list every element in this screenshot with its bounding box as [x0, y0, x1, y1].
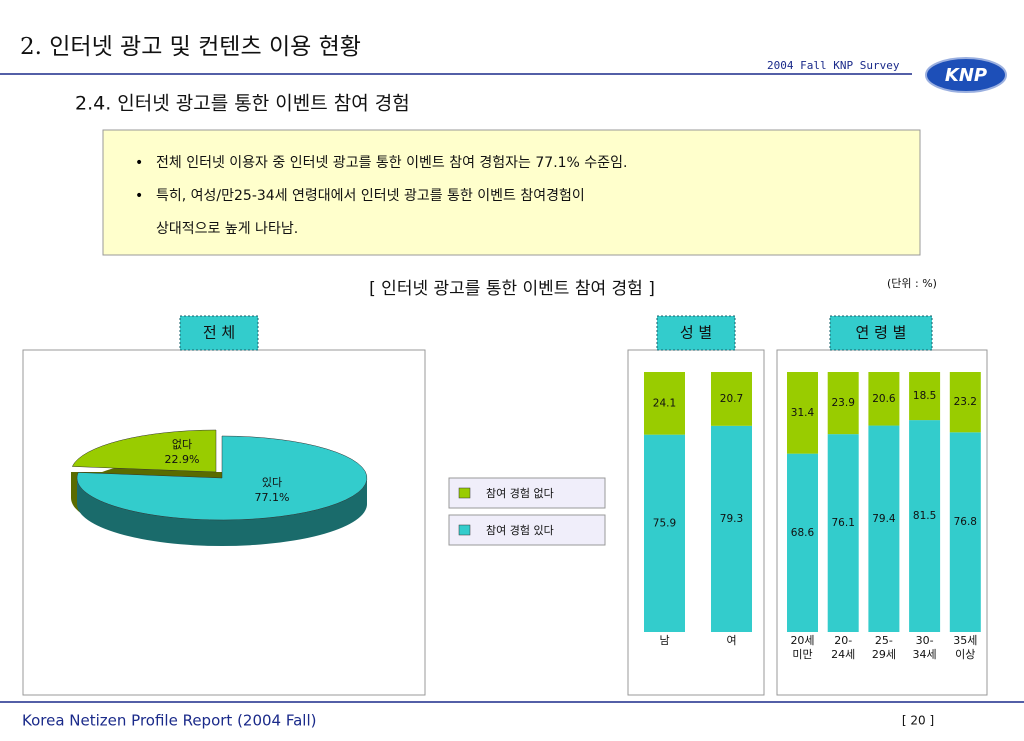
- chart-heading: [ 인터넷 광고를 통한 이벤트 참여 경험 ]: [369, 279, 655, 299]
- x-tick-label: 남: [659, 634, 670, 647]
- chart-title: 전 체: [203, 324, 235, 342]
- bar-segment: [949, 432, 981, 632]
- summary-text: 전체 인터넷 이용자 중 인터넷 광고를 통한 이벤트 참여 경험자는 77.1…: [156, 155, 627, 171]
- bar-value-label: 75.9: [653, 517, 676, 529]
- bar-value-label: 79.4: [872, 513, 896, 525]
- bar-segment: [827, 372, 859, 435]
- legend-swatch: [458, 487, 471, 499]
- bar-value-label: 20.6: [872, 393, 896, 405]
- logo-text: KNP: [945, 65, 987, 86]
- bar-value-label: 23.9: [832, 397, 855, 409]
- bar-value-label: 20.7: [720, 393, 743, 405]
- page-number: [ 20 ]: [902, 714, 934, 728]
- bar-segment: [909, 372, 941, 421]
- legend-swatch: [458, 524, 471, 536]
- chart-title: 성 별: [680, 324, 712, 342]
- bar-segment: [644, 434, 685, 632]
- bar-segment: [868, 425, 900, 632]
- bar-segment: [711, 372, 752, 426]
- bar-segment: [787, 453, 818, 632]
- bar-segment: [644, 372, 685, 435]
- bar-value-label: 76.8: [954, 516, 977, 528]
- unit-label: (단위 : %): [887, 277, 937, 290]
- bullet: •: [135, 188, 143, 204]
- pie-slice: [76, 435, 368, 521]
- chart-tag: [829, 315, 933, 351]
- legend-label: 참여 경험 있다: [486, 524, 554, 537]
- bar-value-label: 24.1: [653, 397, 676, 409]
- bar-value-label: 31.4: [791, 407, 815, 419]
- bar-value-label: 81.5: [913, 510, 936, 522]
- pie-label: 있다: [262, 476, 282, 489]
- bar-value-label: 23.2: [954, 396, 977, 408]
- chart-tag: [656, 315, 736, 351]
- x-tick-label: 여: [726, 634, 737, 647]
- bar-value-label: 68.6: [791, 527, 815, 539]
- bar-value-label: 76.1: [832, 517, 855, 529]
- bar-segment: [827, 434, 859, 632]
- summary-text: 특히, 여성/만25-34세 연령대에서 인터넷 광고를 통한 이벤트 참여경험…: [156, 188, 585, 204]
- summary-box: [102, 129, 921, 256]
- bar-segment: [787, 372, 818, 454]
- chart-title: 연 령 별: [856, 324, 907, 342]
- logo: [925, 57, 1007, 93]
- pie-value-label: 77.1%: [255, 491, 290, 504]
- section-title: 2.4. 인터넷 광고를 통한 이벤트 참여 경험: [75, 93, 410, 115]
- x-tick-label: 30- 34세: [912, 634, 937, 661]
- page-title: 2. 인터넷 광고 및 컨텐츠 이용 현황: [20, 34, 361, 60]
- pie-slice: [71, 429, 217, 473]
- bar-segment: [949, 372, 981, 433]
- x-tick-label: 20- 24세: [831, 634, 856, 661]
- bar-segment: [909, 420, 941, 632]
- legend-label: 참여 경험 없다: [486, 487, 554, 500]
- x-tick-label: 20세 미만: [790, 634, 815, 661]
- footer-report: Korea Netizen Profile Report (2004 Fall): [22, 712, 317, 730]
- pie-label: 없다: [172, 438, 192, 451]
- bar-segment: [711, 425, 752, 632]
- x-tick-label: 35세 이상: [953, 634, 978, 661]
- bullet: •: [135, 155, 143, 171]
- x-tick-label: 25- 29세: [871, 634, 896, 661]
- bar-segment: [868, 372, 900, 426]
- summary-text: 상대적으로 높게 나타남.: [156, 221, 298, 237]
- pie-value-label: 22.9%: [165, 453, 200, 466]
- bar-value-label: 18.5: [913, 390, 936, 402]
- survey-label: 2004 Fall KNP Survey: [767, 59, 900, 72]
- legend-box: [448, 514, 606, 546]
- legend-box: [448, 477, 606, 509]
- bar-value-label: 79.3: [720, 513, 743, 525]
- chart-tag: [179, 315, 259, 351]
